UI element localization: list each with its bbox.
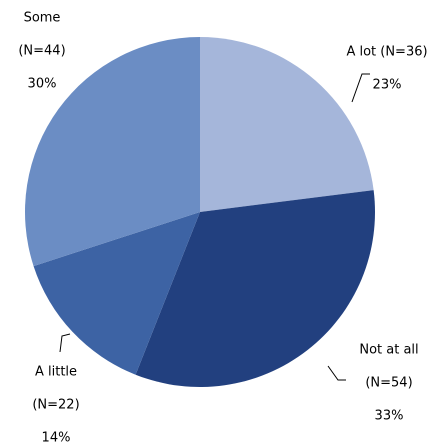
- slice-label: Some: [24, 11, 61, 26]
- slice-label: A little: [35, 365, 77, 380]
- slice-label: A lot (N=36): [346, 45, 427, 60]
- value-label: 23%: [373, 78, 402, 93]
- slice-label: (N=54): [365, 376, 412, 391]
- leader-line: [327, 365, 346, 381]
- pie-slice: [200, 37, 374, 212]
- slice-label: Not at all: [359, 343, 418, 358]
- leader-line: [351, 73, 370, 103]
- value-label: 33%: [375, 409, 404, 424]
- slice-label: (N=44): [18, 44, 65, 59]
- value-label: 14%: [42, 431, 71, 446]
- slice-label: (N=22): [32, 398, 79, 413]
- pie-slice: [33, 212, 200, 375]
- pie-slice: [24, 37, 201, 267]
- pie-slice: [135, 190, 376, 387]
- value-label: 30%: [28, 77, 57, 92]
- leader-line: [59, 333, 71, 353]
